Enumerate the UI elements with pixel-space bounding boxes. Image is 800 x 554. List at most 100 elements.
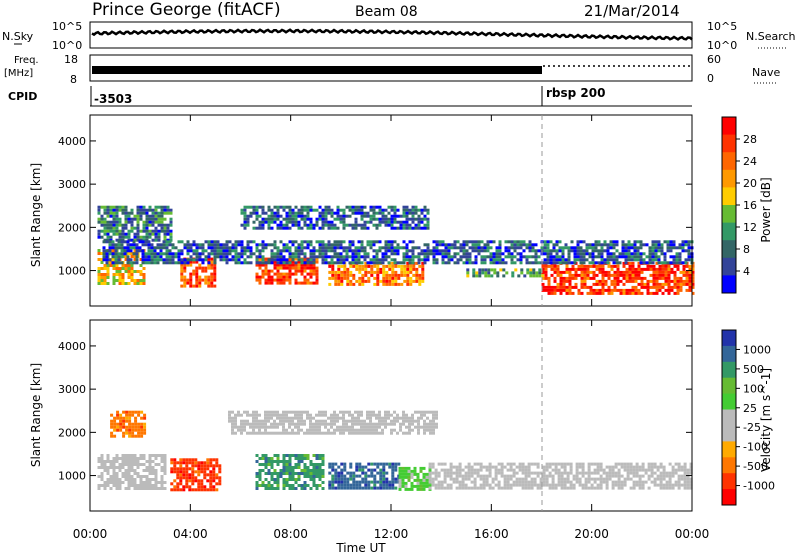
velocity-panel-cell-7 <box>390 428 393 432</box>
power-panel-cell-6 <box>112 211 116 215</box>
power-panel-cell-8 <box>549 258 553 262</box>
velocity-panel-cell-6 <box>587 471 591 475</box>
velocity-panel-cell-6 <box>596 462 600 466</box>
power-panel-cell-8 <box>135 255 139 259</box>
power-panel-cell-7 <box>282 217 286 221</box>
power-panel-cell-8 <box>495 258 499 262</box>
power-panel-cell-1 <box>183 266 187 270</box>
velocity-panel-cell-0 <box>148 463 152 466</box>
velocity-panel-cell-1 <box>128 410 132 414</box>
power-panel-cell-8 <box>423 243 427 247</box>
power-panel-cell-6 <box>169 238 173 242</box>
power-panel-cell-3 <box>391 279 395 283</box>
power-panel-cell-8 <box>561 249 565 253</box>
power-panel-cell-5 <box>667 276 671 280</box>
velocity-panel-cell-7 <box>393 410 396 414</box>
power-panel-cell-5 <box>664 273 668 277</box>
power-panel-cell-3 <box>400 264 404 268</box>
velocity-panel-cell-5 <box>404 481 408 485</box>
velocity-panel-cell-7 <box>330 413 333 417</box>
power-panel-cell-6 <box>103 217 107 221</box>
velocity-panel-cell-7 <box>231 410 234 414</box>
power-panel-cell-8 <box>579 246 583 250</box>
power-panel-cell-3 <box>406 276 410 280</box>
velocity-panel-cell-7 <box>288 425 291 429</box>
power-panel-cell-6 <box>127 235 131 239</box>
velocity-panel-cell-0 <box>121 481 125 484</box>
power-panel-cell-3 <box>373 282 377 286</box>
power-panel-cell-5 <box>673 276 677 280</box>
velocity-panel-cell-0 <box>121 472 125 475</box>
velocity-panel-cell-1 <box>143 431 147 435</box>
power-panel-cell-1 <box>210 272 214 276</box>
power-panel-cell-8 <box>660 252 664 256</box>
velocity-panel-cell-7 <box>255 425 258 429</box>
power-panel-cell-6 <box>103 232 107 236</box>
power-panel-cell-7 <box>282 223 286 227</box>
power-panel-cell-5 <box>601 288 605 292</box>
freq-tick-bottom: 8 <box>70 73 77 86</box>
velocity-panel-cell-0 <box>103 460 107 463</box>
velocity-panel-cell-0 <box>160 481 164 484</box>
velocity-panel-cell-0 <box>148 481 152 484</box>
velocity-panel-cell-1 <box>137 431 141 435</box>
velocity-panel-cell-4 <box>388 483 392 487</box>
velocity-panel-cell-0 <box>115 466 119 469</box>
power-panel-cell-5 <box>676 291 680 295</box>
power-panel-cell-8 <box>138 249 142 253</box>
power-panel-cell-8 <box>516 246 520 250</box>
power-panel-cell-5 <box>568 267 572 271</box>
velocity-panel-cell-6 <box>584 471 588 475</box>
power-panel-cell-5 <box>691 273 695 277</box>
velocity-panel-cell-0 <box>127 469 131 472</box>
power-panel-cell-8 <box>144 240 148 244</box>
power-panel-cell-3 <box>394 270 398 274</box>
power-panel-cell-3 <box>364 279 368 283</box>
power-panel-cell-8 <box>435 261 439 265</box>
power-panel-cell-8 <box>336 243 340 247</box>
power-panel-cell-8 <box>633 255 637 259</box>
power-panel-cell-5 <box>658 276 662 280</box>
velocity-panel-cell-7 <box>366 413 369 417</box>
power-panel-cell-3 <box>397 276 401 280</box>
power-panel-cell-3 <box>352 276 356 280</box>
freq-panel <box>89 54 693 82</box>
power-panel-cell-8 <box>318 246 322 250</box>
velocity-panel-cell-2 <box>188 476 192 480</box>
power-panel-cell-8 <box>675 252 679 256</box>
velocity-panel-cell-4 <box>358 462 362 466</box>
velocity-panel-cell-6 <box>509 477 513 481</box>
velocity-panel-cell-7 <box>357 422 360 426</box>
power-panel-cell-8 <box>537 255 541 259</box>
velocity-panel-cell-7 <box>324 431 327 435</box>
power-panel-cell-5 <box>550 273 554 277</box>
power-panel-cell-7 <box>360 223 364 227</box>
velocity-panel-cell-0 <box>97 457 101 460</box>
velocity-panel-cell-6 <box>545 483 549 487</box>
power-panel-cell-6 <box>118 223 122 227</box>
power-panel-cell-8 <box>555 255 559 259</box>
velocity-panel-cell-6 <box>557 474 561 478</box>
power-panel-cell-7 <box>357 205 361 209</box>
power-panel-cell-2 <box>291 272 295 276</box>
velocity-panel-cell-7 <box>423 419 426 423</box>
velocity-panel-cell-3 <box>312 481 316 484</box>
velocity-panel-cell-1 <box>122 416 126 420</box>
velocity-panel-cell-6 <box>449 468 453 472</box>
power-cbar-swatch-9 <box>722 275 736 294</box>
velocity-panel-cell-7 <box>342 431 345 435</box>
power-panel-cell-8 <box>627 246 631 250</box>
velocity-panel-cell-6 <box>569 486 573 490</box>
xtick-label-1: 04:00 <box>173 527 208 541</box>
power-panel-cell-2 <box>297 266 301 270</box>
velocity-panel-cell-6 <box>662 477 666 481</box>
power-panel-cell-8 <box>468 246 472 250</box>
power-panel-cell-8 <box>189 243 193 247</box>
velocity-panel-cell-5 <box>413 472 417 476</box>
velocity-ylabel: Slant Range [km] <box>29 363 43 467</box>
power-panel-cell-5 <box>616 276 620 280</box>
power-panel-cell-8 <box>333 246 337 250</box>
power-panel-cell-5 <box>670 285 674 289</box>
velocity-panel-cell-2 <box>176 470 180 474</box>
velocity-panel-cell-6 <box>614 465 618 469</box>
